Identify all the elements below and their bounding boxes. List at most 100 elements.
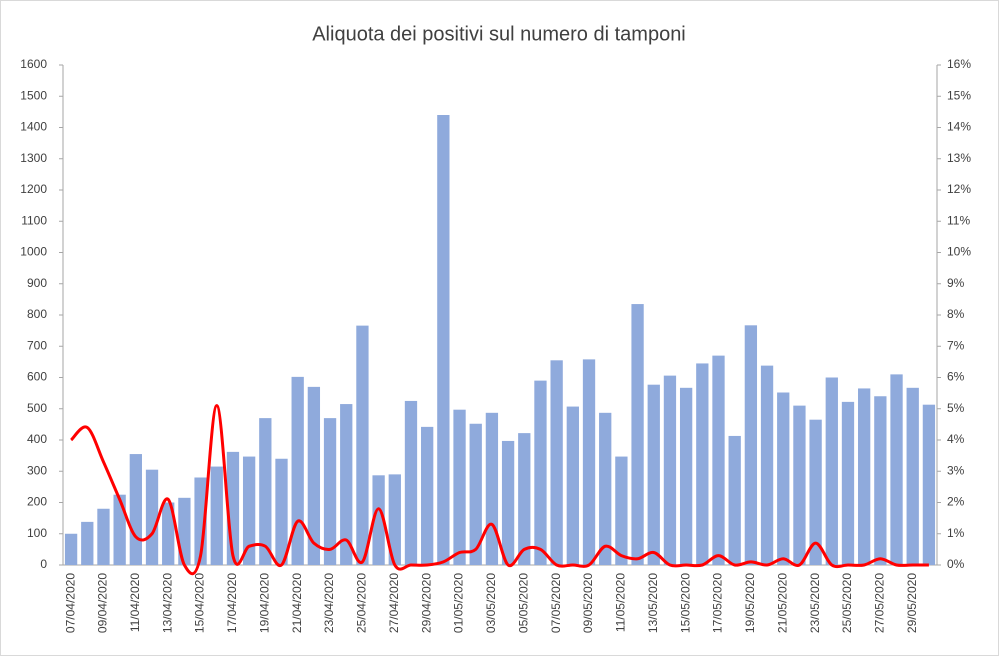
bar (615, 456, 628, 565)
y2-tick-label: 9% (947, 276, 965, 290)
bar (582, 359, 596, 565)
y-tick-label: 400 (27, 432, 47, 446)
x-tick-label: 15/05/2020 (678, 573, 692, 633)
bar (534, 380, 547, 565)
y-tick-label: 1000 (20, 245, 47, 259)
y2-tick-label: 16% (947, 57, 971, 71)
y2-tick-label: 7% (947, 338, 965, 352)
y2-tick-label: 10% (947, 245, 971, 259)
bar (178, 497, 191, 565)
bar (890, 374, 903, 565)
line (70, 404, 929, 576)
y-tick-label: 0 (40, 557, 47, 571)
bar (550, 360, 563, 565)
y2-tick-label: 14% (947, 120, 971, 134)
bar (906, 387, 919, 565)
bar (453, 409, 466, 565)
y2-tick-label: 5% (947, 401, 965, 415)
bar (291, 376, 304, 565)
x-tick-label: 21/05/2020 (775, 573, 789, 633)
x-tick-label: 23/05/2020 (808, 573, 822, 633)
bar (809, 419, 822, 565)
bar (275, 458, 288, 565)
x-tick-label: 15/04/2020 (193, 573, 207, 633)
y-tick-label: 1500 (20, 88, 47, 102)
bar (922, 404, 936, 565)
bar (825, 377, 838, 565)
y-tick-label: 100 (27, 526, 47, 540)
bar (566, 406, 579, 565)
x-tick-label: 03/05/2020 (484, 573, 498, 633)
x-tick-label: 21/04/2020 (290, 573, 304, 633)
bar (728, 435, 741, 565)
x-tick-label: 09/05/2020 (581, 573, 595, 633)
x-tick-label: 27/05/2020 (873, 573, 887, 633)
x-tick-label: 25/05/2020 (840, 573, 854, 633)
y2-tick-label: 2% (947, 495, 965, 509)
bar (81, 521, 94, 565)
bar (874, 396, 887, 565)
y-tick-label: 700 (27, 338, 47, 352)
x-tick-label: 11/04/2020 (128, 573, 142, 632)
bar (242, 456, 256, 565)
bar (599, 412, 612, 565)
bar (647, 384, 660, 565)
bar (518, 433, 531, 565)
bar (307, 386, 321, 565)
y-tick-label: 1100 (21, 213, 47, 227)
y-tick-label: 1300 (20, 151, 47, 165)
bar (858, 388, 871, 565)
y2-tick-label: 15% (947, 88, 971, 102)
x-tick-label: 13/04/2020 (160, 573, 174, 633)
bar (437, 115, 450, 565)
y-tick-label: 1200 (20, 182, 47, 196)
bar (485, 412, 499, 565)
y-tick-label: 500 (27, 401, 47, 415)
bar (356, 325, 369, 565)
bar (744, 325, 758, 565)
bar (404, 400, 418, 565)
bar (841, 401, 855, 565)
x-tick-label: 17/05/2020 (711, 573, 725, 633)
bar (323, 418, 337, 565)
bar (696, 363, 709, 565)
x-tick-label: 13/05/2020 (646, 573, 660, 633)
bar (113, 494, 126, 565)
bar (469, 423, 482, 565)
bar (259, 418, 272, 565)
x-tick-label: 11/05/2020 (614, 573, 628, 632)
x-tick-label: 27/04/2020 (387, 573, 401, 633)
y-tick-label: 1600 (20, 57, 47, 71)
x-tick-label: 07/04/2020 (63, 573, 77, 633)
bar (97, 508, 110, 565)
x-tick-label: 19/04/2020 (257, 573, 271, 633)
y2-tick-label: 11% (947, 213, 970, 227)
bar (340, 404, 353, 565)
x-tick-label: 29/04/2020 (419, 573, 433, 633)
bar (64, 533, 78, 565)
x-tick-label: 05/05/2020 (516, 573, 530, 633)
bar (372, 475, 385, 565)
bar (145, 469, 159, 565)
bar (679, 387, 693, 565)
x-tick-label: 07/05/2020 (549, 573, 563, 633)
bar (501, 440, 515, 565)
y-tick-label: 600 (27, 370, 47, 384)
bar (162, 502, 175, 565)
bar (777, 392, 790, 565)
y2-tick-label: 1% (947, 526, 965, 540)
y2-tick-label: 6% (947, 370, 965, 384)
bar (631, 304, 644, 565)
bar (712, 355, 725, 565)
x-tick-label: 23/04/2020 (322, 573, 336, 633)
y2-tick-label: 3% (947, 463, 965, 477)
y-tick-label: 900 (27, 276, 47, 290)
chart-title: Aliquota dei positivi sul numero di tamp… (312, 23, 686, 45)
y-tick-label: 1400 (20, 120, 47, 134)
y2-tick-label: 0% (947, 557, 965, 571)
bar (663, 375, 677, 565)
y2-tick-label: 8% (947, 307, 965, 321)
x-tick-label: 17/04/2020 (225, 573, 239, 633)
y2-tick-label: 4% (947, 432, 965, 446)
bar (421, 426, 434, 565)
